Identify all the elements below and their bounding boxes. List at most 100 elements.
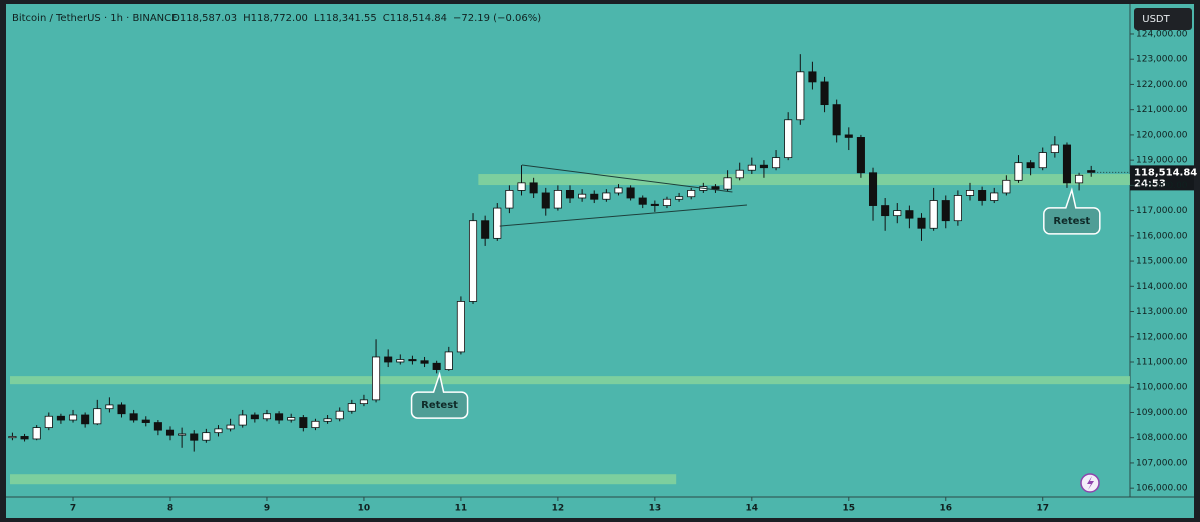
candle-body xyxy=(796,71,805,121)
y-tick-label: 108,000.00 xyxy=(1136,433,1188,443)
candle-body xyxy=(347,403,356,412)
candle-body xyxy=(953,195,962,222)
candle-body xyxy=(93,408,102,425)
candle-body xyxy=(481,220,490,239)
y-tick-label: 107,000.00 xyxy=(1136,458,1188,468)
candle-body xyxy=(602,192,611,200)
candle-body xyxy=(881,205,890,217)
price-tag xyxy=(1130,165,1194,191)
x-tick-label: 9 xyxy=(264,504,270,514)
candle-body xyxy=(129,413,138,421)
candle-body xyxy=(1026,162,1035,169)
y-tick-label: 124,000.00 xyxy=(1136,29,1188,39)
candle-body xyxy=(323,418,332,422)
candle-body xyxy=(359,399,368,405)
x-tick-label: 12 xyxy=(552,504,565,514)
x-tick-label: 15 xyxy=(843,504,856,514)
y-tick-label: 122,000.00 xyxy=(1136,80,1188,90)
x-tick-label: 13 xyxy=(649,504,662,514)
candle-body xyxy=(141,419,150,423)
candle-body xyxy=(117,404,126,415)
candle-body xyxy=(844,134,853,138)
candle-body xyxy=(372,356,381,401)
candle-body xyxy=(311,420,320,429)
candle-body xyxy=(1062,144,1072,184)
candle-body xyxy=(772,157,781,169)
candle-body xyxy=(662,198,672,206)
y-tick-label: 113,000.00 xyxy=(1136,307,1188,317)
candle-body xyxy=(384,356,393,363)
lightning-glyph xyxy=(1087,476,1094,490)
currency-label[interactable]: USDT xyxy=(1142,14,1170,25)
candle-body xyxy=(165,429,175,436)
y-tick-label: 106,000.00 xyxy=(1136,484,1188,494)
header-value: H118,772.00 xyxy=(243,13,308,24)
annotation-text: Retest xyxy=(421,400,458,411)
candle-body xyxy=(432,362,441,370)
candle-body xyxy=(893,210,902,217)
candle-body xyxy=(614,187,623,194)
candle-body xyxy=(929,200,938,229)
candle-body xyxy=(190,433,199,441)
candle-body xyxy=(81,414,90,425)
candle-body xyxy=(832,104,841,136)
candle-body xyxy=(1014,162,1023,181)
candle-body xyxy=(784,119,793,159)
candle-body xyxy=(408,359,417,362)
candle-body xyxy=(299,417,308,429)
y-tick-label: 121,000.00 xyxy=(1136,105,1188,115)
candle-body xyxy=(335,410,344,420)
candle-body xyxy=(250,414,259,420)
y-tick-label: 123,000.00 xyxy=(1136,55,1188,65)
x-tick-label: 14 xyxy=(746,504,759,514)
candle-body xyxy=(214,428,223,434)
candle-body xyxy=(820,81,829,106)
header-value: L118,341.55 xyxy=(314,13,377,24)
candle-body xyxy=(626,187,635,199)
y-tick-label: 109,000.00 xyxy=(1136,408,1188,418)
price-tag-label: 118,514.84 xyxy=(1134,167,1197,178)
y-tick-label: 111,000.00 xyxy=(1136,358,1188,368)
candle-body xyxy=(1038,152,1047,169)
candle-body xyxy=(941,200,950,222)
candle-body xyxy=(262,413,272,420)
candle-body xyxy=(1002,179,1011,194)
candle-body xyxy=(650,203,659,206)
y-tick-label: 114,000.00 xyxy=(1136,282,1188,292)
annotation-callout xyxy=(410,371,469,419)
zones xyxy=(10,174,1130,485)
currency-button[interactable] xyxy=(1134,8,1192,30)
x-tick-label: 8 xyxy=(167,504,173,514)
candle-body xyxy=(759,164,768,169)
x-tick-label: 10 xyxy=(358,504,371,514)
y-tick-label: 115,000.00 xyxy=(1136,257,1188,267)
candle-body xyxy=(20,436,29,440)
y-tick-label: 116,000.00 xyxy=(1136,231,1188,241)
candles xyxy=(8,54,1096,452)
candle-body xyxy=(529,182,538,194)
candle-body xyxy=(735,169,744,179)
candle-body xyxy=(238,414,247,426)
y-tick-label: 118,000.00 xyxy=(1136,181,1188,191)
y-tick-label: 120,000.00 xyxy=(1136,130,1188,140)
y-tick-label: 117,000.00 xyxy=(1136,206,1188,216)
candle-body xyxy=(723,177,732,190)
candle-body xyxy=(978,190,987,201)
candle-body xyxy=(965,190,975,196)
candle-body xyxy=(590,193,599,200)
x-tick-label: 7 xyxy=(70,504,76,514)
candle-body xyxy=(675,196,684,200)
candle-body xyxy=(153,422,162,431)
x-tick-label: 17 xyxy=(1036,504,1049,514)
candle-body xyxy=(747,164,756,171)
plot-background xyxy=(6,4,1194,518)
candle-body xyxy=(444,351,453,370)
candle-body xyxy=(578,193,587,199)
candle-body xyxy=(178,433,187,436)
candle-body xyxy=(202,432,211,441)
candle-body xyxy=(1050,144,1059,153)
zone xyxy=(10,376,1130,385)
annotation-text: Retest xyxy=(1053,216,1090,227)
countdown: 24:53 xyxy=(1134,178,1166,189)
